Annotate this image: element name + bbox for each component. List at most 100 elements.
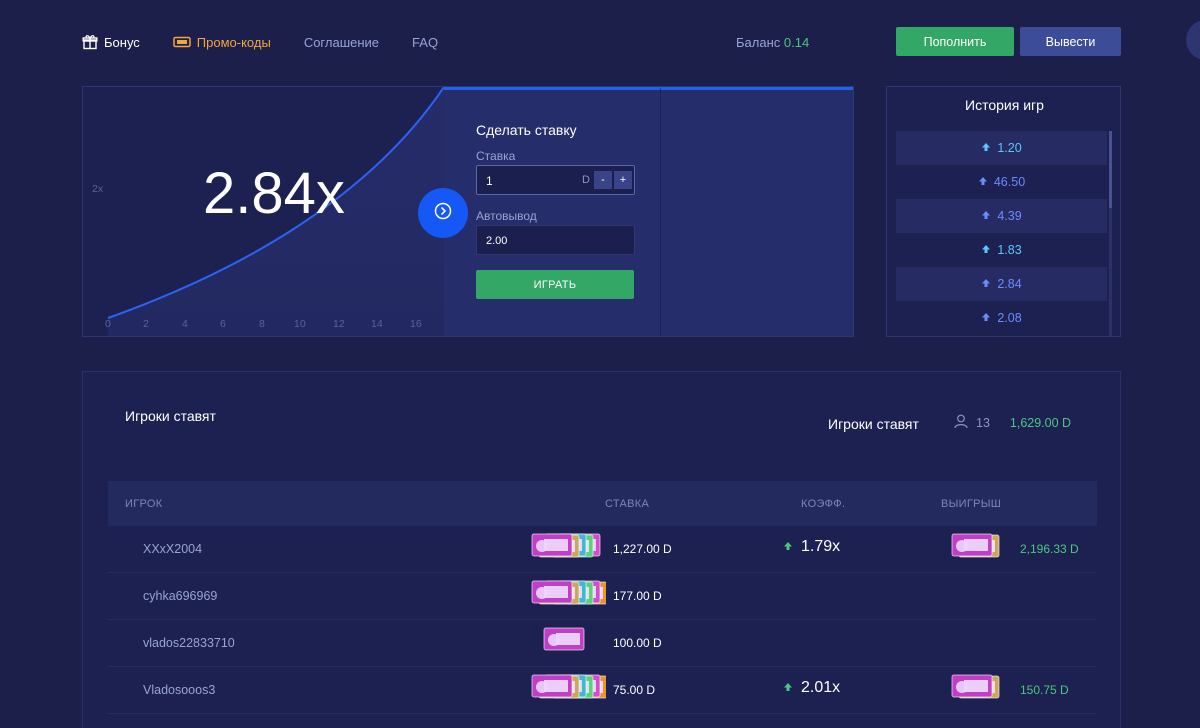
crash-curve-svg [107,87,444,336]
x-tick: 2 [143,318,149,330]
crash-curve-area [108,87,444,336]
current-multiplier: 2.84x [203,161,345,226]
player-coef-value: 2.01x [801,679,841,696]
col-player: ИГРОК [125,498,163,510]
history-item: 1.83 [896,233,1107,267]
bet-panel: Сделать ставку Ставка 1 D - + Автовывод … [444,87,660,336]
arrow-up-icon [978,175,988,189]
player-coef-value: 1.79x [801,538,841,555]
history-item: 46.50 [896,165,1107,199]
arrow-up-icon [981,311,991,325]
history-item: 2.84 [896,267,1107,301]
players-title: Игроки ставят [125,408,216,424]
main-nav: Бонус Промо-коды Соглашение FAQ [82,31,471,53]
arrow-up-icon [981,243,991,257]
players-total: 1,629.00 D [1009,416,1072,430]
y-axis-tick: 2x [92,183,104,195]
money-bills-icon [946,667,1026,714]
arrow-up-icon [981,277,991,291]
nav-faq[interactable]: FAQ [412,31,438,53]
nav-agreement-label: Соглашение [303,34,380,50]
players-summary-title: Игроки ставят [828,416,919,432]
history-item: 4.39 [896,199,1107,233]
history-title: История игр [965,97,1044,113]
player-win: 2,196.33 D [1020,542,1079,556]
x-tick: 14 [371,318,383,330]
nav-promo-codes[interactable]: Промо-коды [173,31,271,53]
user-icon [954,414,968,432]
money-bills-icon [538,620,618,667]
stake-increase-button[interactable]: + [614,171,632,189]
players-count: 13 [976,416,990,430]
x-tick: 16 [410,318,422,330]
arrow-up-icon [981,141,991,155]
arrow-up-icon [783,538,793,556]
arrow-up-icon [783,679,793,697]
player-name: cyhka696969 [143,589,218,603]
nav-agreement[interactable]: Соглашение [304,31,379,53]
balance-value: 0.14 [783,35,810,50]
players-summary: 13 1,629.00 D [954,414,1071,432]
nav-bonus[interactable]: Бонус [82,31,140,53]
col-win: ВЫИГРЫШ [941,498,1002,510]
bet-panel-secondary [660,87,853,336]
player-bet: 75.00 D [613,683,656,697]
nav-promo-label: Промо-коды [196,34,271,50]
history-value: 4.39 [997,209,1022,223]
history-scrollbar-thumb[interactable] [1109,131,1112,208]
nav-bonus-label: Бонус [104,34,140,50]
next-bet-button[interactable] [418,188,468,238]
game-panel: 2x 2.84x 0 2 4 6 8 10 12 14 16 Сделать с… [82,86,854,337]
player-coef: 2.01x [783,679,840,697]
player-coef: 1.79x [783,538,840,556]
money-bills-icon [946,526,1026,573]
x-axis-ticks: 0 2 4 6 8 10 12 14 16 [83,318,444,332]
x-tick: 8 [259,318,265,330]
col-bet: СТАВКА [605,498,650,510]
chevron-right-circle-icon [434,202,452,225]
money-bills-icon [526,573,608,620]
autocashout-value[interactable]: 2.00 [486,235,508,247]
player-bet: 177.00 D [613,589,662,603]
gift-icon [82,34,98,50]
ticket-icon [173,35,191,49]
stake-input[interactable]: 1 D - + [476,165,635,195]
x-tick: 0 [105,318,111,330]
avatar[interactable] [1186,20,1200,60]
history-item: 2.08 [896,301,1107,335]
table-row: Vladosooos3 75.00 D 2.01x 150.75 D [108,667,1097,714]
arrow-up-icon [981,209,991,223]
history-scrollbar[interactable] [1109,131,1112,336]
history-value: 2.08 [997,311,1022,325]
crash-curve-line [107,87,444,319]
autocashout-input[interactable]: 2.00 [476,225,635,255]
col-coef: КОЭФФ. [801,498,846,510]
stake-decrease-button[interactable]: - [594,171,612,189]
bet-title: Сделать ставку [476,122,577,138]
game-history: История игр 1.20 46.50 4.39 1.83 2.84 2.08 [886,86,1121,337]
player-bet: 1,227.00 D [613,542,672,556]
player-name: vlados22833710 [143,636,235,650]
table-row: vlados22833710 100.00 D [108,620,1097,667]
play-button[interactable]: ИГРАТЬ [476,270,634,299]
history-value: 46.50 [993,175,1026,189]
player-win: 150.75 D [1020,683,1069,697]
money-bills-icon [526,667,608,714]
history-value: 2.84 [997,277,1022,291]
players-panel: Игроки ставят Игроки ставят 13 1,629.00 … [82,371,1121,728]
stake-value[interactable]: 1 [486,174,493,188]
x-tick: 10 [294,318,306,330]
history-value: 1.83 [997,243,1022,257]
crash-graph: 2x 2.84x 0 2 4 6 8 10 12 14 16 [83,87,444,336]
history-list: 1.20 46.50 4.39 1.83 2.84 2.08 [896,131,1107,335]
x-tick: 6 [220,318,226,330]
x-tick: 4 [182,318,188,330]
table-row: cyhka696969 177.00 D [108,573,1097,620]
player-bet: 100.00 D [613,636,662,650]
withdraw-button[interactable]: Вывести [1020,27,1121,56]
x-tick: 12 [333,318,345,330]
player-name: XXxX2004 [143,542,203,556]
history-value: 1.20 [997,141,1022,155]
balance-label: Баланс [736,35,781,50]
deposit-button[interactable]: Пополнить [896,27,1014,56]
